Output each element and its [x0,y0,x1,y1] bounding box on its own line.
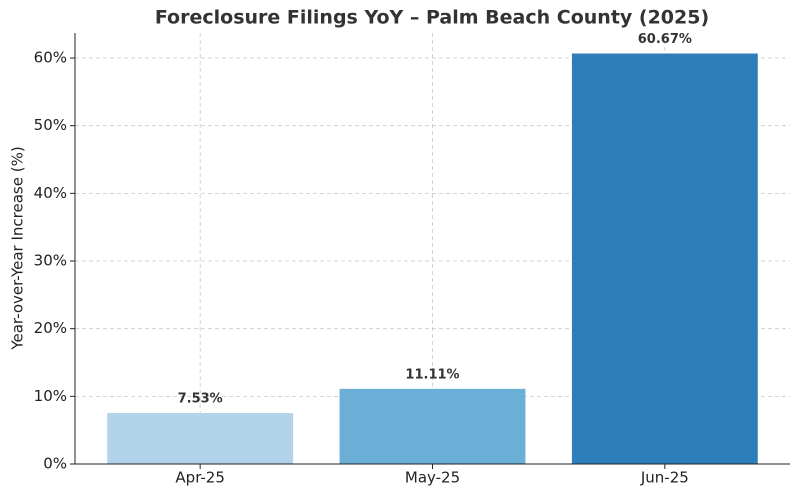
x-tick-label: Jun-25 [640,469,689,487]
bar [339,388,526,464]
value-label: 11.11% [405,367,459,382]
x-tick-label: Apr-25 [175,469,225,487]
y-axis-label: Year-over-Year Increase (%) [9,146,27,350]
y-tick-label: 10% [34,387,67,405]
y-tick-label: 40% [34,184,67,202]
x-tick-label: May-25 [405,469,460,487]
chart-title: Foreclosure Filings YoY – Palm Beach Cou… [155,7,709,29]
value-label: 60.67% [638,32,692,47]
y-tick-label: 50% [34,116,67,134]
y-tick-label: 30% [34,252,67,270]
y-tick-label: 60% [34,49,67,67]
bar [571,53,758,465]
value-label: 7.53% [178,392,223,407]
y-tick-label: 20% [34,319,67,337]
y-tick-label: 0% [43,455,67,473]
bar [107,413,294,464]
